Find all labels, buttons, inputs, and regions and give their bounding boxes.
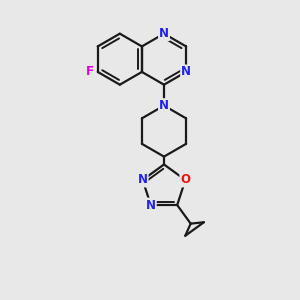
Text: O: O — [180, 173, 190, 187]
Text: N: N — [181, 65, 191, 78]
Text: N: N — [138, 173, 148, 187]
Text: F: F — [86, 65, 94, 78]
Text: N: N — [159, 99, 169, 112]
Text: N: N — [159, 27, 169, 40]
Text: N: N — [146, 199, 156, 212]
